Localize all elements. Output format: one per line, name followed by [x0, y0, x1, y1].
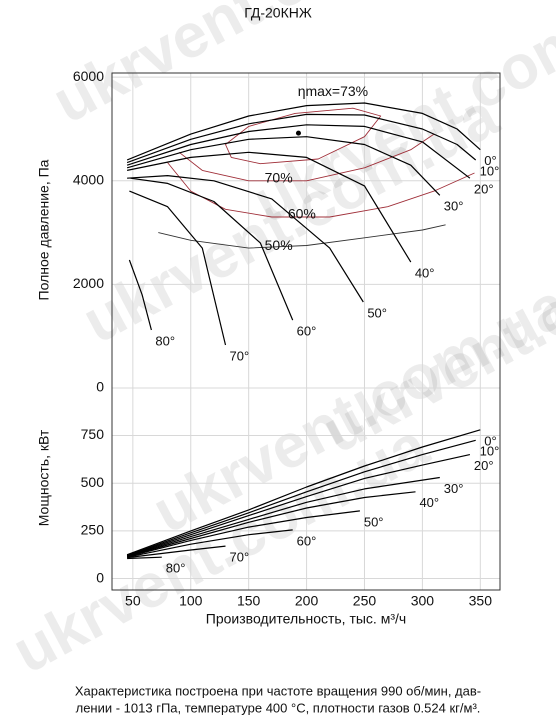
- curve-label: 0°: [484, 433, 496, 448]
- curve-label: 70°: [230, 348, 250, 363]
- curve-label: 40°: [415, 266, 435, 281]
- x-tick-label: 150: [237, 593, 261, 609]
- curve: [126, 454, 471, 557]
- efficiency-label: 70%: [265, 169, 293, 185]
- efficiency-label: 60%: [288, 206, 316, 222]
- plot-frame: [111, 72, 501, 591]
- curve: [126, 439, 476, 556]
- curve-label: 60°: [297, 324, 317, 339]
- curve-label: 20°: [474, 458, 494, 473]
- curve: [126, 102, 481, 161]
- curve: [126, 476, 440, 557]
- curve-label: 10°: [480, 444, 500, 459]
- y-axis-label: Полное давление, Па: [36, 159, 52, 300]
- y-tick-label: 2000: [73, 275, 104, 291]
- curve: [128, 259, 152, 331]
- y-tick-label: 250: [81, 522, 105, 538]
- curve: [129, 190, 227, 346]
- curve-label: 30°: [444, 481, 464, 496]
- efficiency-label: 50%: [265, 237, 293, 253]
- curve-label: 20°: [474, 182, 494, 197]
- x-tick-label: 250: [353, 593, 377, 609]
- x-tick-label: 200: [295, 593, 319, 609]
- curve: [127, 556, 162, 560]
- y-tick-label: 0: [96, 379, 104, 395]
- curve: [126, 429, 481, 556]
- curve: [126, 113, 477, 164]
- x-tick-label: 100: [179, 593, 203, 609]
- footnote: Характеристика построена при частоте вра…: [75, 683, 481, 698]
- curve-label: 80°: [155, 333, 175, 348]
- curve-label: 60°: [297, 533, 317, 548]
- x-tick-label: 350: [469, 593, 493, 609]
- curve-label: 0°: [484, 153, 496, 168]
- x-axis-label: Производительность, тыс. м³/ч: [206, 611, 406, 627]
- curve-label: 80°: [166, 561, 186, 576]
- curve: [130, 177, 294, 321]
- curve-label: 30°: [444, 199, 464, 214]
- curve: [126, 124, 471, 179]
- curve-label: 50°: [364, 514, 384, 529]
- curve: [126, 510, 360, 558]
- curve: [158, 224, 446, 249]
- y-tick-label: 0: [96, 569, 104, 585]
- y-tick-label: 500: [81, 474, 105, 490]
- curve-label: 70°: [230, 550, 250, 565]
- x-tick-label: 50: [125, 593, 141, 609]
- y-axis-label: Мощность, кВт: [36, 429, 52, 526]
- efficiency-label: ηmax=73%: [298, 83, 368, 99]
- y-tick-label: 6000: [73, 68, 104, 84]
- x-tick-label: 300: [411, 593, 435, 609]
- footnote: лении - 1013 гПа, температуре 400 °С, пл…: [76, 700, 481, 715]
- curve: [127, 545, 226, 559]
- curve-label: 10°: [480, 163, 500, 178]
- curve: [126, 136, 441, 196]
- y-tick-label: 750: [81, 426, 105, 442]
- curve: [178, 133, 435, 182]
- curve: [127, 175, 364, 303]
- curve: [126, 151, 412, 263]
- optimum-point: [295, 130, 301, 136]
- curve: [126, 491, 416, 557]
- curve: [126, 529, 293, 558]
- curve-label: 40°: [419, 495, 439, 510]
- y-tick-label: 4000: [73, 171, 104, 187]
- curve-label: 50°: [367, 305, 387, 320]
- chart-title: ГД-20КНЖ: [244, 5, 312, 21]
